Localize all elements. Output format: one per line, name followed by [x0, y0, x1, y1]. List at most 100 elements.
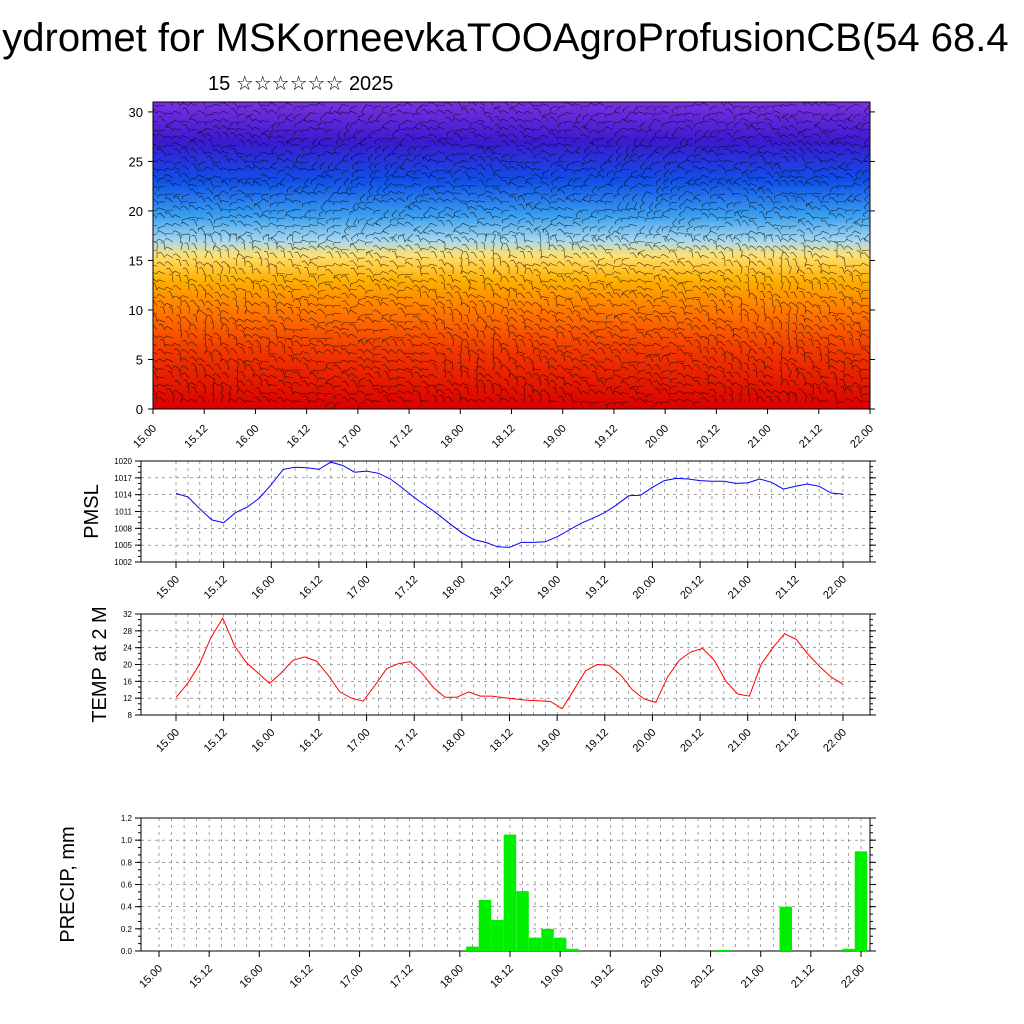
- x-tick-label: 20.00: [639, 963, 667, 991]
- x-tick-label: 22.00: [848, 423, 876, 451]
- precip-bar: [478, 900, 492, 951]
- x-tick-label: 17.12: [387, 423, 415, 451]
- x-tick-label: 20.00: [643, 423, 671, 451]
- x-tick-label: 18.00: [438, 423, 466, 451]
- x-tick-label: 17.00: [345, 727, 373, 755]
- x-tick-label: 18.12: [488, 574, 516, 602]
- chart-subtitle: 15 ☆☆☆☆☆☆ 2025: [208, 73, 394, 95]
- x-tick-label: 21.12: [774, 574, 802, 602]
- y-tick-label: 1017: [114, 474, 132, 483]
- wind-barbs: [153, 102, 870, 408]
- x-tick-label: 18.00: [438, 963, 466, 991]
- x-tick-label: 16.00: [249, 574, 277, 602]
- y-tick-label: 30: [129, 105, 143, 120]
- x-tick-label: 18.00: [440, 574, 468, 602]
- x-tick-label: 18.12: [488, 963, 516, 991]
- y-tick-label: 0.0: [121, 947, 133, 956]
- precipitation-panel: 0.0 0.2 0.4 0.6 0.8 1.0 1.2 15.00 15.12 16.00 16.1…: [57, 814, 876, 991]
- x-tick-label: 20.00: [631, 574, 659, 602]
- x-tick-label: 15.00: [154, 574, 182, 602]
- x-tick-label: 17.12: [388, 963, 416, 991]
- precip-bar: [541, 928, 554, 951]
- precip-bar: [716, 949, 730, 951]
- precip-bar: [528, 937, 542, 951]
- x-tick-label: 16.12: [288, 963, 316, 991]
- x-tick-label: 19.12: [592, 423, 620, 451]
- y-tick-label: 28: [123, 627, 132, 636]
- precip-bar: [566, 948, 579, 951]
- y-tick-label: 12: [123, 694, 132, 703]
- precip-bar: [842, 948, 855, 951]
- x-tick-label: 16.00: [237, 963, 265, 991]
- x-tick-label: 16.12: [285, 423, 313, 451]
- pmsl-panel: 1002 1005 1008 1011 1014 1017 1020 15.00 15.12 16…: [81, 457, 876, 602]
- x-tick-label: 16.00: [249, 727, 277, 755]
- y-axis-label: PRECIP, mm: [57, 826, 79, 942]
- y-tick-label: 20: [129, 204, 143, 219]
- x-tick-label: 15.12: [182, 423, 210, 451]
- x-tick-label: 21.00: [746, 423, 774, 451]
- x-tick-label: 16.00: [234, 423, 262, 451]
- x-tick-label: 20.00: [631, 727, 659, 755]
- x-tick-label: 20.12: [695, 423, 723, 451]
- x-tick-label: 17.00: [338, 963, 366, 991]
- y-tick-label: 1002: [114, 558, 132, 567]
- chart-title: hydromet for MSKorneevkaTOOAgroProfusion…: [0, 16, 1009, 60]
- y-tick-label: 10: [129, 303, 143, 318]
- x-tick-label: 19.12: [588, 963, 616, 991]
- x-tick-label: 15.12: [202, 727, 230, 755]
- y-tick-label: 0: [136, 402, 143, 417]
- y-tick-label: 8: [128, 711, 133, 720]
- x-tick-label: 15.12: [202, 574, 230, 602]
- x-tick-label: 19.00: [541, 423, 569, 451]
- x-tick-label: 16.12: [297, 727, 325, 755]
- x-tick-label: 21.00: [726, 727, 754, 755]
- x-tick-label: 21.12: [797, 423, 825, 451]
- y-tick-label: 20: [123, 661, 132, 670]
- x-tick-label: 17.00: [336, 423, 364, 451]
- x-tick-label: 19.00: [535, 727, 563, 755]
- x-tick-label: 15.00: [131, 423, 159, 451]
- y-axis-label: TEMP at 2 M: [89, 606, 111, 722]
- y-tick-label: 5: [136, 352, 143, 367]
- y-tick-label: 25: [129, 154, 143, 169]
- y-tick-label: 0.8: [121, 858, 133, 867]
- precip-bar: [516, 891, 529, 951]
- data-line: [175, 617, 844, 710]
- data-line: [175, 461, 844, 548]
- y-tick-label: 0.6: [121, 881, 133, 890]
- y-tick-label: 32: [123, 610, 132, 619]
- y-tick-label: 1014: [114, 491, 132, 500]
- y-tick-label: 1.0: [121, 836, 133, 845]
- x-tick-label: 21.12: [774, 727, 802, 755]
- y-tick-label: 0.4: [121, 903, 133, 912]
- x-tick-label: 17.00: [345, 574, 373, 602]
- grid-lines: [141, 818, 870, 951]
- y-tick-label: 1020: [114, 457, 132, 466]
- precip-bar: [854, 851, 868, 952]
- x-tick-label: 17.12: [392, 727, 420, 755]
- grid-lines: [141, 614, 870, 715]
- precip-bar: [503, 834, 517, 951]
- grid-lines: [141, 461, 870, 562]
- x-tick-label: 21.00: [739, 963, 767, 991]
- x-tick-label: 20.12: [678, 574, 706, 602]
- x-tick-label: 22.00: [821, 574, 849, 602]
- y-tick-label: 1005: [114, 541, 132, 550]
- y-tick-label: 24: [123, 644, 132, 653]
- x-tick-label: 18.00: [440, 727, 468, 755]
- x-tick-label: 21.12: [789, 963, 817, 991]
- x-tick-label: 18.12: [490, 423, 518, 451]
- vertical-cross-section-panel: 0 5 10 15 20 25 30 15.00 15.12 16.00 16.12 17.00 17.…: [129, 101, 876, 451]
- x-tick-label: 16.12: [297, 574, 325, 602]
- y-tick-label: 1011: [115, 508, 133, 517]
- x-tick-label: 22.00: [839, 963, 867, 991]
- y-tick-label: 1008: [114, 524, 132, 533]
- y-tick-label: 16: [123, 677, 132, 686]
- x-tick-label: 19.12: [583, 727, 611, 755]
- x-tick-label: 17.12: [392, 574, 420, 602]
- precip-bar: [553, 937, 567, 951]
- y-tick-label: 0.2: [121, 925, 133, 934]
- x-tick-label: 15.00: [137, 963, 165, 991]
